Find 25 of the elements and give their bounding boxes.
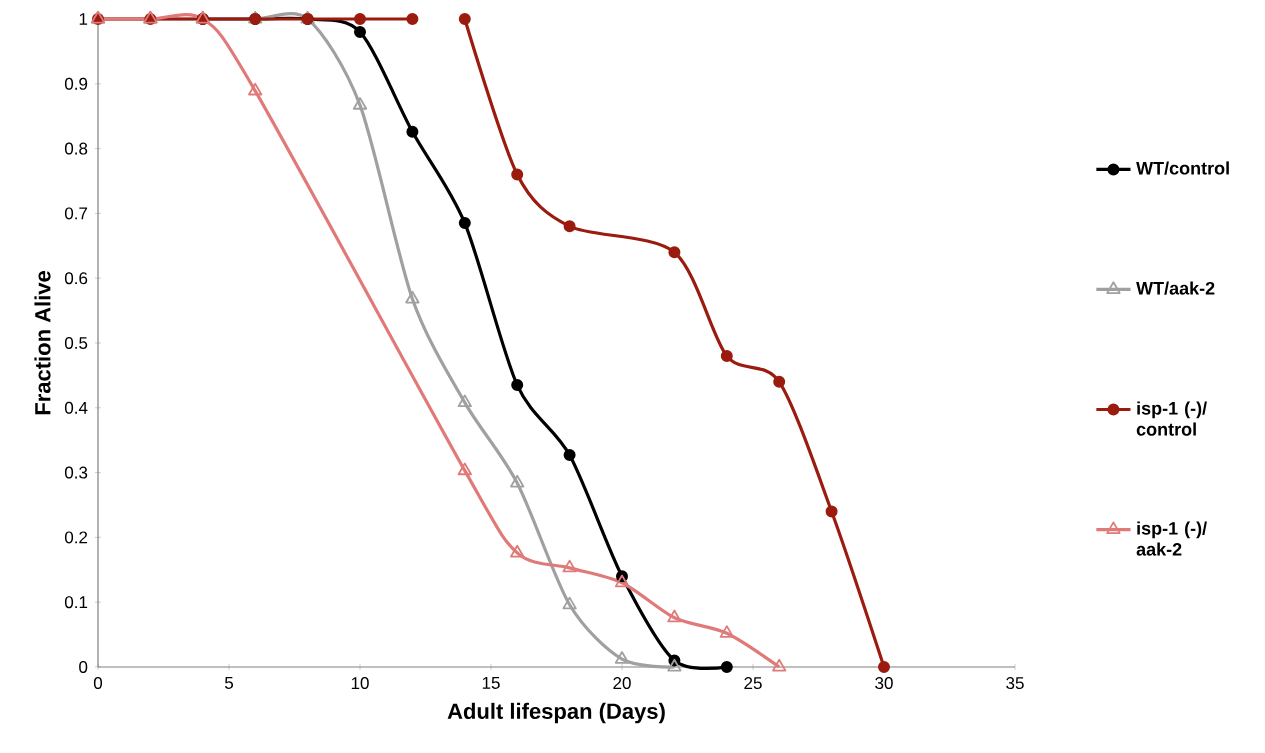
y-tick-label: 1 [79,13,88,25]
legend-label: WT/aak-2 [1136,281,1215,295]
x-tick-label: 35 [1006,677,1024,690]
legend-label: WT/control [1136,161,1229,175]
legend-label: isp-1 (-)/ aak-2 [1136,521,1207,556]
y-tick-label: 0 [79,660,88,673]
y-tick-label: 0.2 [64,531,88,544]
x-tick-label: 30 [875,677,893,690]
x-tick-label: 25 [744,677,762,690]
y-tick-label: 0.6 [64,272,88,285]
y-axis-title: Fraction Alive [34,271,51,415]
x-tick-label: 10 [351,677,369,690]
y-tick-label: 0.7 [64,207,88,220]
x-tick-label: 0 [93,677,103,690]
y-tick-label: 0.9 [64,77,88,90]
x-tick-label: 5 [224,677,234,689]
x-tick-label: 20 [613,677,631,690]
y-tick-label: 0.4 [64,401,88,414]
legend-label: isp-1 (-)/ control [1136,401,1207,436]
y-tick-label: 0.3 [64,466,88,479]
x-tick-label: 15 [482,677,500,689]
y-tick-label: 0.5 [64,336,88,349]
x-axis-title: Adult lifespan (Days) [447,702,665,724]
y-tick-label: 0.8 [64,142,88,155]
y-tick-label: 0.1 [64,596,88,609]
